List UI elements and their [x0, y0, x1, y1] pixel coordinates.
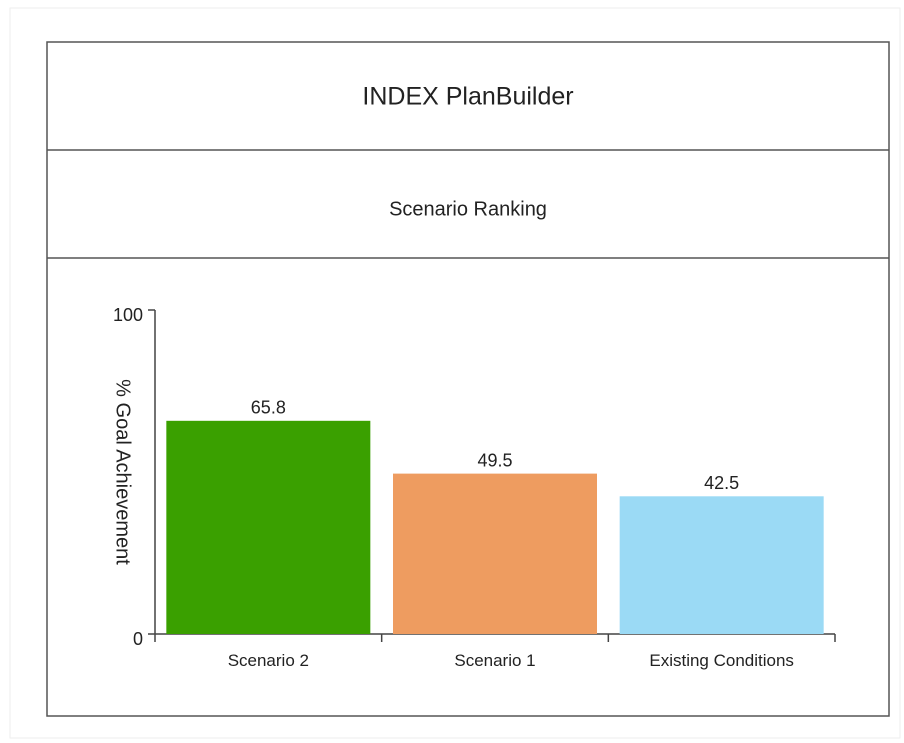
y-tick-label: 0	[133, 629, 143, 649]
value-label: 49.5	[477, 450, 512, 470]
value-label: 42.5	[704, 473, 739, 493]
x-tick-label: Scenario 1	[454, 651, 536, 670]
x-tick-label: Scenario 2	[227, 651, 309, 670]
bar	[619, 496, 824, 634]
x-tick-label: Existing Conditions	[649, 651, 794, 670]
app-title: INDEX PlanBuilder	[362, 83, 573, 111]
bar	[166, 420, 371, 634]
bar	[393, 473, 597, 634]
page-border	[9, 7, 901, 739]
y-axis-label: % Goal Achievement	[112, 379, 134, 565]
value-label: 65.8	[251, 398, 286, 418]
y-tick-label: 100	[113, 305, 143, 325]
chart-title: Scenario Ranking	[389, 198, 547, 220]
